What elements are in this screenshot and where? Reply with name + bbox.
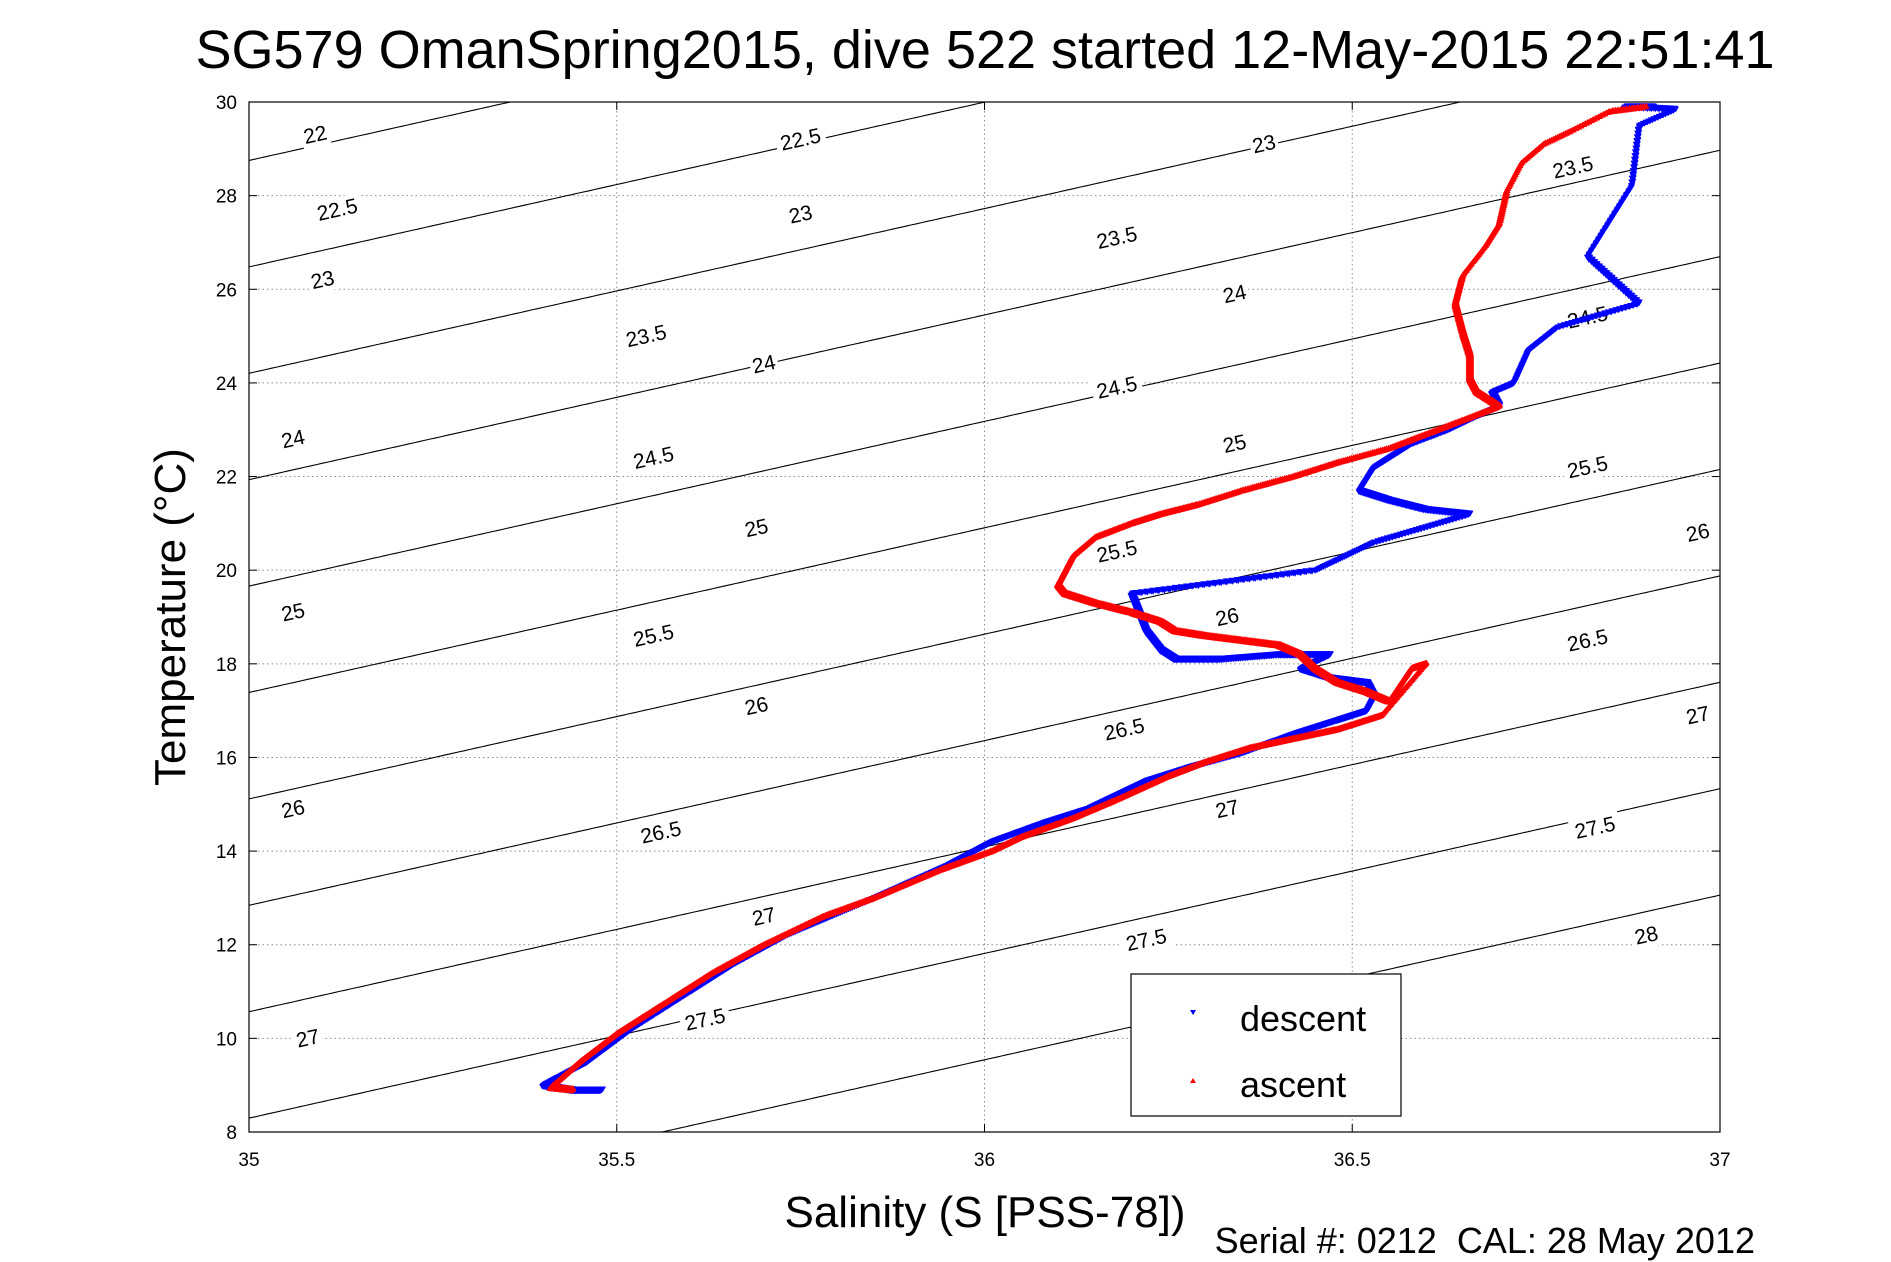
contour-label-group: 23	[1247, 129, 1281, 159]
contour-label-group: 27	[747, 901, 781, 932]
contour-label-bg	[276, 597, 310, 628]
contour-label-bg	[740, 513, 773, 543]
contour-label-bg	[1681, 517, 1715, 548]
contour-label: 24	[750, 351, 778, 379]
contour-label: 23	[787, 201, 815, 229]
contour-label: 23	[1250, 131, 1278, 159]
contour-label-group: 27	[291, 1023, 325, 1054]
contour-label-group: 26	[740, 691, 773, 721]
contour-label-bg	[619, 318, 674, 354]
contour-label-bg	[291, 1023, 325, 1054]
isopycnal-24	[249, 102, 1463, 374]
contour-label-bg	[1681, 700, 1715, 731]
contour-label-bg	[1089, 534, 1144, 569]
contour-label-bg	[1560, 450, 1615, 485]
contour-label-bg	[1545, 150, 1600, 185]
isopycnal-23.5	[249, 102, 988, 268]
contour-label: 22	[301, 122, 329, 150]
contour-label-group: 24	[1218, 279, 1251, 309]
contour-label-bg	[633, 815, 688, 850]
contour-label-bg	[784, 199, 817, 230]
contour-label-bg	[1567, 810, 1623, 845]
contour-label-bg	[298, 120, 332, 150]
contour-label: 27	[1213, 796, 1241, 824]
contour-label-bg	[677, 1002, 733, 1037]
contour-label-bg	[1560, 623, 1615, 658]
contour-label-bg	[747, 349, 781, 379]
contour-label-bg	[1119, 922, 1174, 958]
contour-label-group: 23	[306, 265, 339, 295]
contour-label-group: 24	[276, 424, 310, 454]
contour-label-group: 22	[298, 120, 332, 150]
isopycnal-26	[249, 468, 1720, 800]
contour-label-group: 25	[276, 597, 310, 628]
contour-label-bg	[306, 265, 339, 295]
contour-label: 27	[750, 903, 778, 931]
contour-label-group: 23	[784, 199, 817, 230]
contour-label-bg	[773, 122, 828, 157]
isopycnal-25	[249, 256, 1720, 587]
contour-label: 25	[743, 515, 771, 543]
contour-label: 26	[743, 693, 771, 721]
contour-label-bg	[1218, 279, 1251, 309]
contour-label-group: 25	[1218, 429, 1251, 459]
contour-label-group: 27	[1210, 794, 1244, 824]
contour-label-group: 24	[747, 349, 781, 379]
grid-lines	[249, 102, 1720, 1132]
isopycnal-28	[659, 894, 1720, 1132]
contour-label-bg	[1089, 370, 1144, 405]
contour-label-bg	[310, 192, 365, 227]
contour-label: 28	[1633, 922, 1661, 950]
contour-label: 24	[1221, 281, 1249, 309]
contour-label: 25	[279, 599, 307, 627]
density-contours	[249, 102, 1720, 1132]
isopycnal-26.5	[249, 575, 1720, 906]
contour-label-bg	[276, 794, 310, 824]
contour-label-bg	[1089, 220, 1144, 255]
contour-label: 23	[309, 267, 337, 295]
isopycnal-27.5	[249, 788, 1720, 1119]
contour-label-group: 26	[1681, 517, 1715, 548]
contour-label-bg	[276, 424, 310, 454]
contour-label: 27	[294, 1025, 322, 1053]
contour-label: 25	[1221, 431, 1249, 459]
contour-label-bg	[1630, 920, 1663, 951]
contour-label-group: 25	[740, 513, 773, 543]
isopycnal-24.5	[249, 149, 1720, 481]
chart-title: SG579 OmanSpring2015, dive 522 started 1…	[195, 20, 1774, 80]
contour-label: 24	[279, 426, 307, 454]
contour-label-group: 28	[1630, 920, 1663, 951]
contour-label-group: 26	[276, 794, 310, 824]
contour-label-bg	[740, 691, 773, 721]
contour-label-bg	[1247, 129, 1281, 159]
contour-label-group: 23.5	[1089, 220, 1144, 255]
contour-label-bg	[747, 901, 781, 932]
contour-label-bg	[626, 440, 681, 475]
contour-label-group: 27	[1681, 700, 1715, 731]
contour-label-bg	[626, 618, 681, 653]
contour-label: 26	[279, 796, 307, 824]
contour-label-bg	[1218, 429, 1251, 459]
contour-label-group: 26	[1210, 602, 1244, 632]
contour-label-bg	[1210, 794, 1244, 824]
contour-label-bg	[1210, 602, 1244, 632]
contour-label: 27	[1684, 702, 1712, 730]
contour-label: 26	[1213, 604, 1241, 632]
contour-label-bg	[1097, 712, 1152, 747]
contour-label: 26	[1684, 519, 1712, 547]
